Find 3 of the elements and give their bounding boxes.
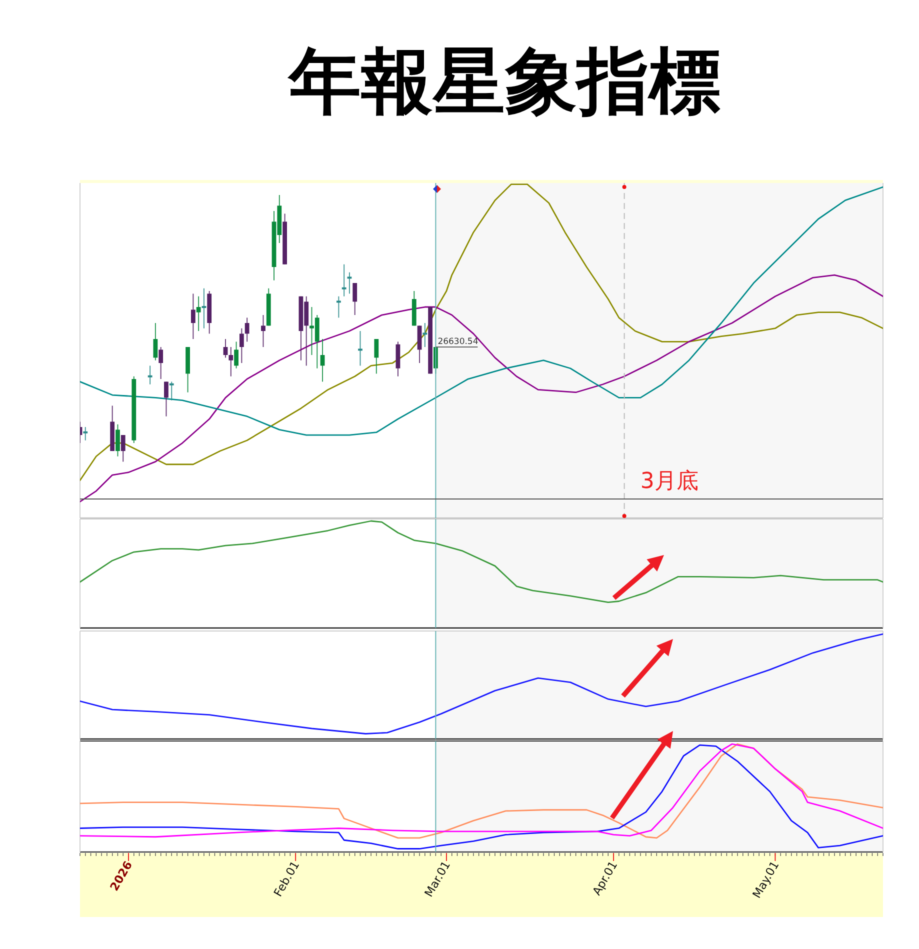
ref-line-label: 3月底 <box>640 469 698 494</box>
annotation: 26630.54 <box>438 337 478 348</box>
chart-title: 年報星象指標 <box>287 39 721 123</box>
